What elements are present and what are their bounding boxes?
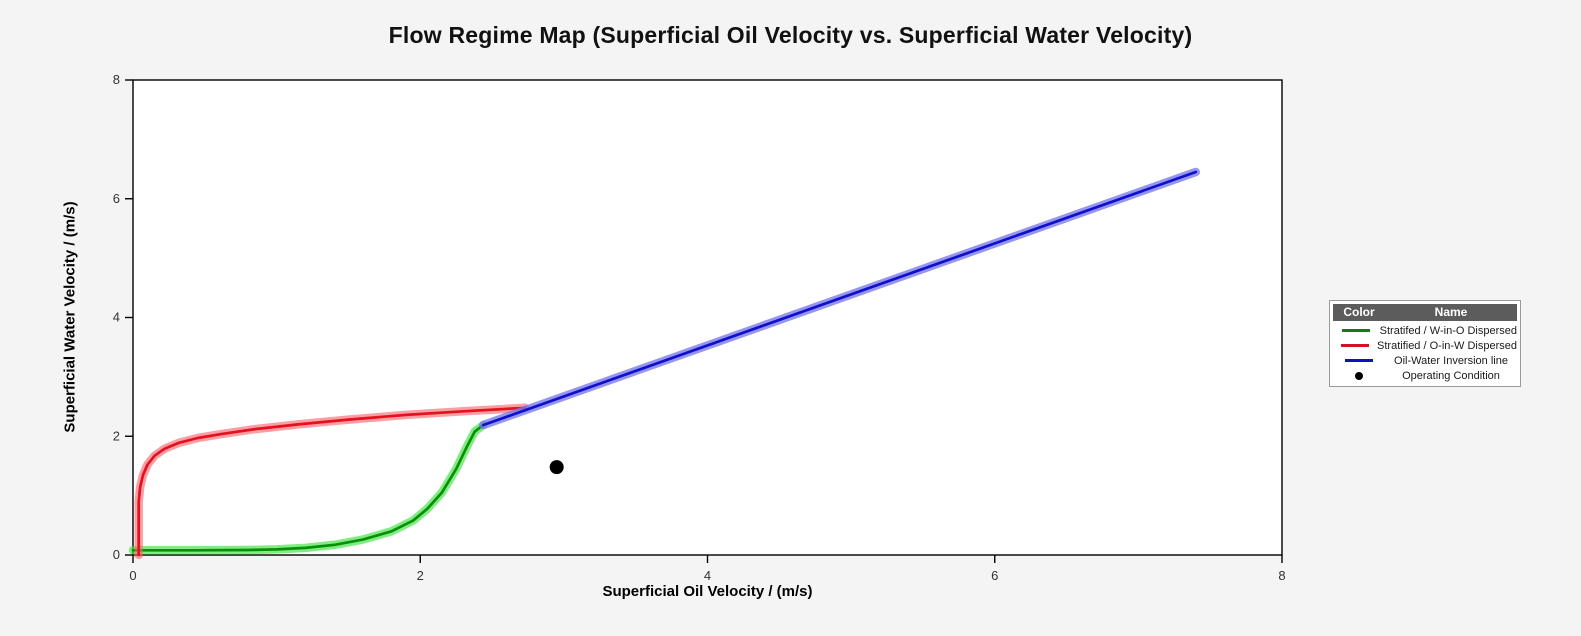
x-tick-label: 2	[417, 568, 424, 583]
legend-row-name: Stratifed / W-in-O Dispersed	[1379, 324, 1517, 337]
legend-dot-swatch-icon	[1333, 371, 1385, 380]
legend-row: Stratifed / W-in-O Dispersed	[1333, 323, 1517, 338]
legend-box[interactable]: Color Name Stratifed / W-in-O Dispersed S…	[1329, 300, 1521, 387]
legend-row: Stratified / O-in-W Dispersed	[1333, 338, 1517, 353]
legend-row: Oil-Water Inversion line	[1333, 353, 1517, 368]
legend-header-color: Color	[1343, 305, 1375, 319]
legend-rows: Stratifed / W-in-O Dispersed Stratified /…	[1333, 321, 1517, 383]
legend-line-swatch-icon	[1333, 344, 1377, 347]
stratified-w-in-o-boundary-line	[131, 423, 485, 552]
y-tick-label: 0	[113, 547, 120, 562]
legend-row-name: Oil-Water Inversion line	[1394, 354, 1508, 367]
x-tick-label: 6	[991, 568, 998, 583]
legend-line-swatch-icon	[1333, 329, 1380, 332]
y-tick-label: 8	[113, 72, 120, 87]
x-tick-label: 4	[704, 568, 711, 583]
y-tick-label: 6	[113, 191, 120, 206]
operating-condition-marker	[549, 460, 564, 475]
x-tick-label: 8	[1278, 568, 1285, 583]
legend-line-swatch-icon	[1333, 359, 1385, 362]
y-axis-label: Superficial Water Velocity / (m/s)	[61, 201, 79, 433]
x-tick-label: 0	[129, 568, 136, 583]
legend-row: Operating Condition	[1333, 368, 1517, 383]
y-tick-label: 2	[113, 428, 120, 443]
oil-water-inversion-line-line	[482, 170, 1198, 427]
chart-title: Flow Regime Map (Superficial Oil Velocit…	[388, 22, 1193, 48]
legend-row-name: Stratified / O-in-W Dispersed	[1377, 339, 1517, 352]
legend-header-name: Name	[1434, 305, 1468, 319]
plot-area	[132, 79, 1283, 556]
legend-row-name: Operating Condition	[1402, 369, 1500, 382]
y-tick-label: 4	[113, 310, 120, 325]
stratified-o-in-w-boundary-line	[137, 406, 527, 557]
legend-header: Color Name	[1333, 304, 1517, 321]
x-axis-label: Superficial Oil Velocity / (m/s)	[602, 583, 813, 600]
